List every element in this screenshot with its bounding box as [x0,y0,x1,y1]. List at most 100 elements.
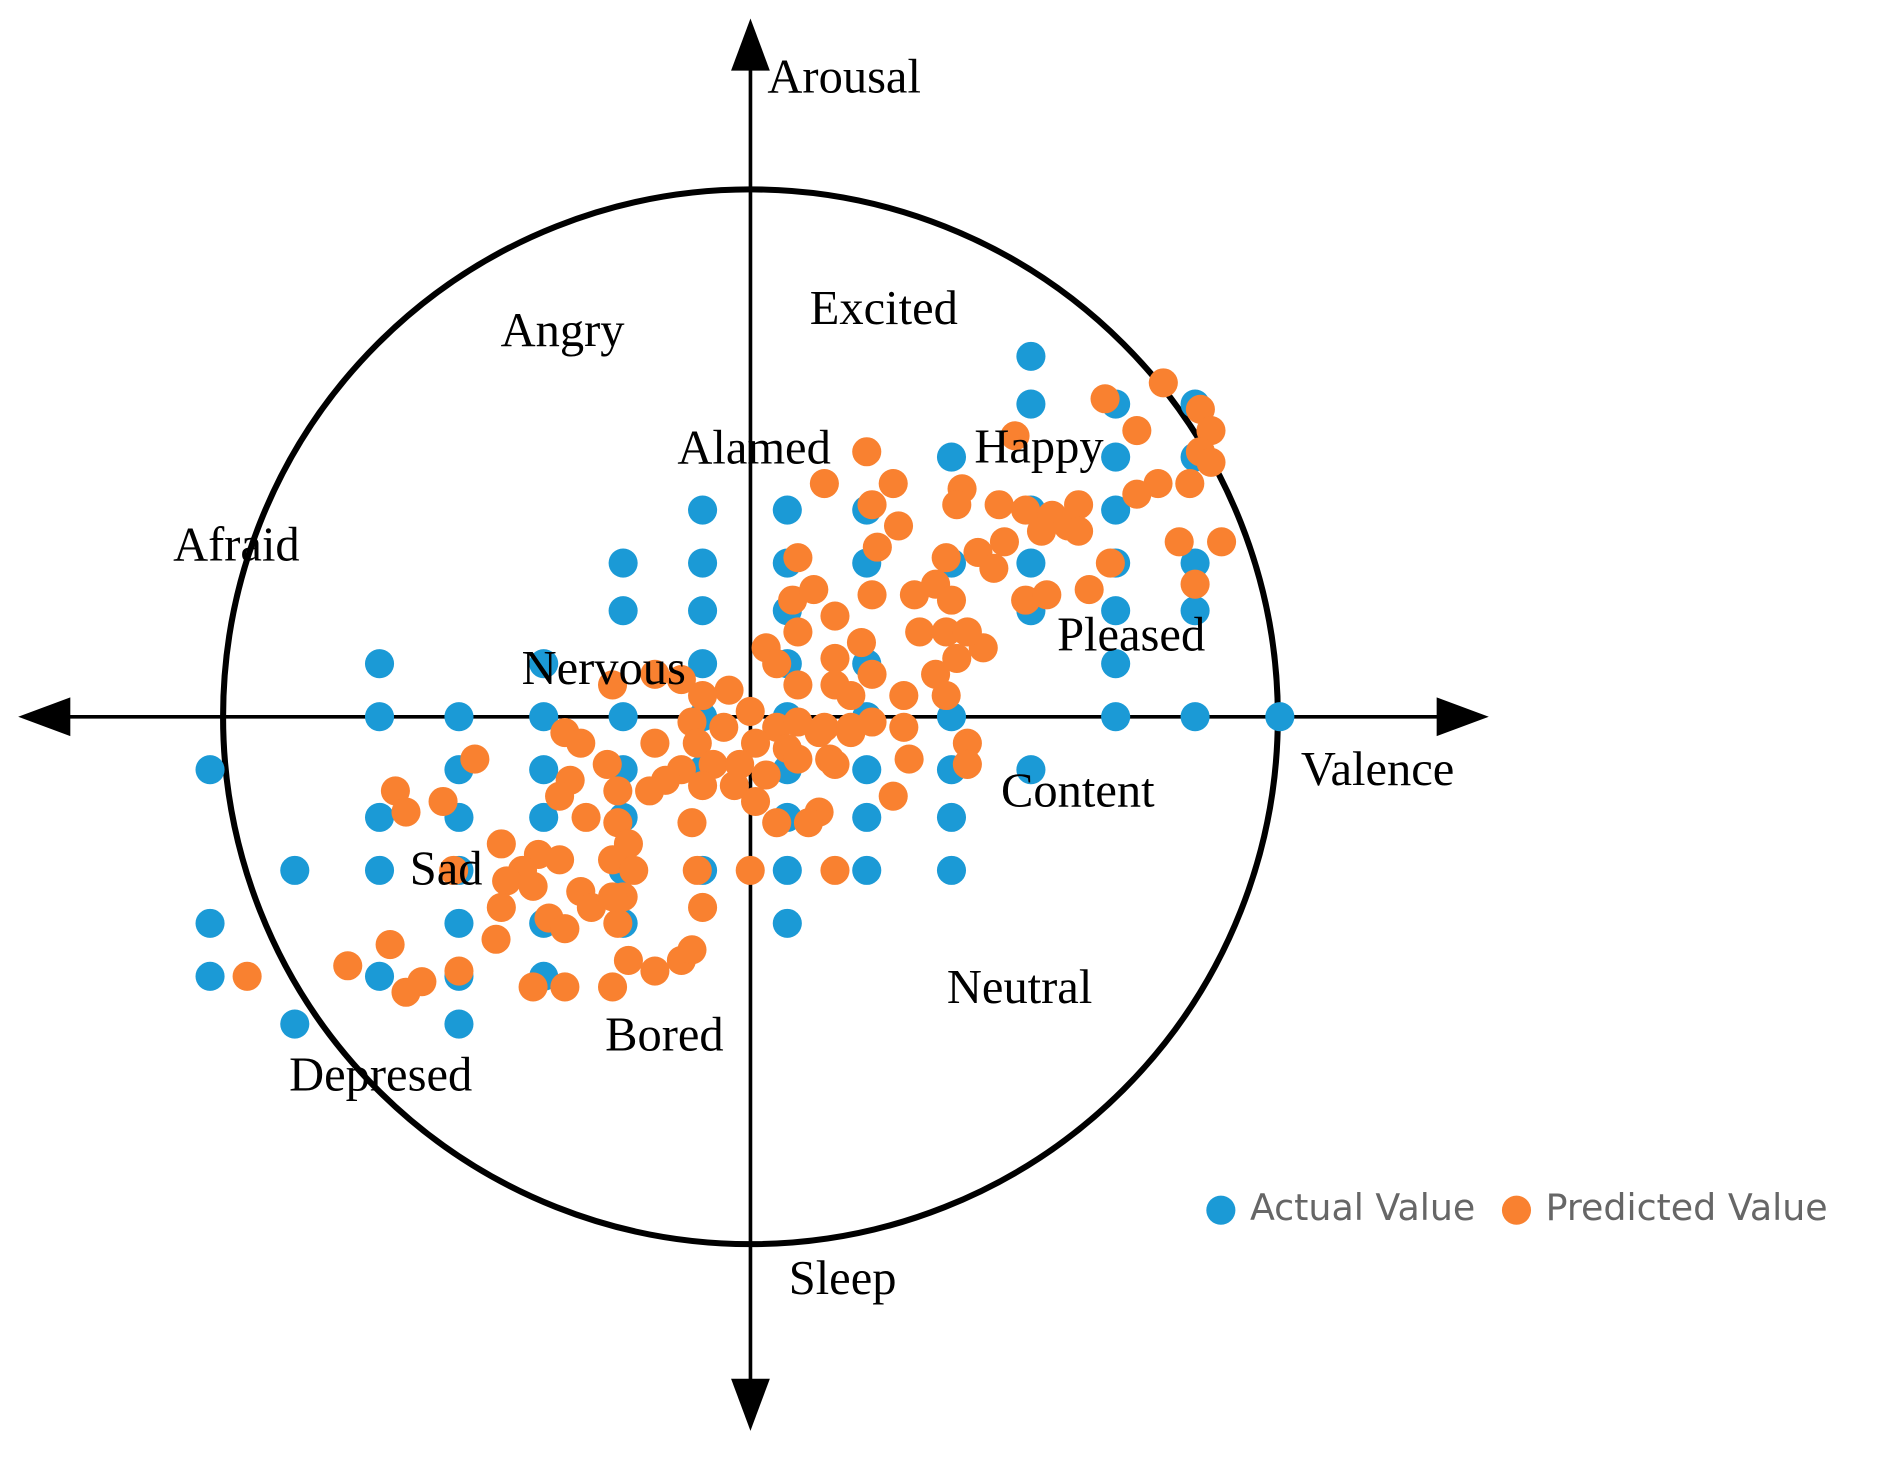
point [878,781,908,811]
point [852,437,882,467]
point [603,908,633,938]
point [852,802,882,832]
point [952,728,982,758]
point [1090,384,1120,414]
point [751,760,781,790]
legend-marker [1206,1195,1236,1225]
point [942,490,972,520]
point [666,665,696,695]
point [529,649,559,679]
point [481,924,511,954]
point [936,802,967,832]
point [852,855,882,885]
point [597,670,628,700]
points [195,341,1295,1039]
point [725,749,755,779]
point [820,643,850,673]
point [740,728,771,758]
point [391,797,421,827]
point [1122,479,1152,509]
x-arrow-right [1436,697,1489,737]
point [952,749,982,779]
point [799,574,829,605]
point [1101,442,1131,472]
point [688,892,718,923]
point [804,718,834,748]
point [677,935,707,965]
point [1064,516,1094,546]
point [1095,548,1125,578]
legend-label: Actual Value [1250,1186,1475,1229]
point [391,977,421,1007]
point [1148,368,1178,398]
point [677,808,707,838]
point [597,972,628,1002]
point [1196,447,1226,477]
point [529,702,559,732]
emotion-label: Angry [501,304,626,357]
point [364,961,395,991]
point [1011,495,1041,525]
point [783,617,813,647]
point [444,956,474,986]
point [566,728,596,758]
point [364,802,395,832]
point [688,495,718,525]
point [688,596,718,626]
point [735,855,765,885]
point [1074,574,1104,605]
point [740,786,771,817]
point [195,961,225,991]
point [793,808,824,838]
point [1016,341,1046,371]
point [529,802,559,832]
point [195,908,225,938]
point [1180,596,1210,626]
point [857,490,887,520]
point [364,649,395,679]
point [936,585,967,615]
emotion-label: Sad [410,842,483,895]
point [931,680,961,711]
point [952,617,982,647]
point [492,866,522,896]
point [333,951,363,981]
point [709,712,739,742]
point [518,871,548,901]
point [232,961,262,991]
point [878,468,908,499]
y-axis-label: Arousal [767,51,921,104]
emotion-label: Happy [974,420,1104,473]
emotion-label: Depresed [289,1048,472,1101]
point [857,659,887,689]
point [1101,596,1131,626]
legend-marker [1501,1195,1532,1225]
point [597,882,628,912]
point [486,892,516,923]
point [444,1009,474,1039]
emotion-label: Neutral [947,961,1092,1014]
point [280,855,310,885]
point [714,675,744,705]
point [883,511,914,541]
point [936,855,967,885]
point [364,702,395,732]
point [619,855,649,885]
point [931,543,961,573]
point [1101,495,1131,525]
point [550,914,580,944]
point [608,702,638,732]
emotion-label: Content [1001,765,1155,818]
point [783,543,813,573]
point [195,755,225,785]
point [762,649,792,679]
point [936,442,967,472]
point [1180,569,1210,599]
point [836,718,866,748]
point [682,855,712,885]
point [762,808,792,838]
point [640,956,670,986]
x-axis-label: Valence [1301,743,1454,796]
point [809,468,839,499]
point [688,771,718,801]
